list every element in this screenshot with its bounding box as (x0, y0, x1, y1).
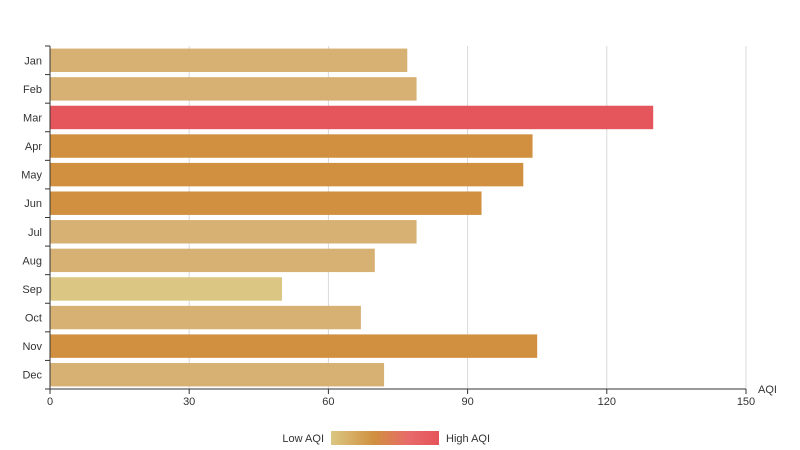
y-tick-label-apr: Apr (25, 141, 42, 153)
bar-jun[interactable] (50, 191, 482, 215)
bar-jul[interactable] (50, 220, 417, 244)
bar-oct[interactable] (50, 305, 361, 330)
x-tick-label-60: 60 (322, 396, 334, 408)
bar-nov[interactable] (50, 334, 538, 358)
bar-jan[interactable] (50, 48, 408, 73)
y-tick-label-jun: Jun (24, 198, 42, 210)
y-tick-label-aug: Aug (22, 255, 42, 267)
y-tick-label-may: May (21, 170, 42, 182)
bar-aug[interactable] (50, 248, 375, 273)
legend-gradient-bar[interactable] (331, 431, 439, 445)
bar-dec[interactable] (50, 362, 385, 387)
axes: Jan Feb Mar Apr May Jun Jul Aug Sep Oct Nov Dec 0 30 6… (21, 45, 755, 408)
x-tick-label-90: 90 (461, 396, 473, 408)
y-tick-label-oct: Oct (25, 313, 42, 325)
bar-mar[interactable] (50, 105, 654, 130)
legend-low-label: Low AQI (282, 433, 324, 445)
visual-map-legend[interactable]: Low AQI High AQI (282, 431, 490, 445)
bar-apr[interactable] (50, 134, 533, 158)
grid-lines (188, 46, 747, 389)
y-tick-label-jan: Jan (24, 55, 42, 67)
bars (50, 48, 654, 387)
bar-may[interactable] (50, 162, 524, 187)
x-tick-label-0: 0 (47, 396, 53, 408)
legend-high-label: High AQI (446, 433, 490, 445)
y-tick-label-jul: Jul (28, 227, 42, 239)
y-tick-label-sep: Sep (22, 284, 42, 296)
x-tick-label-120: 120 (598, 396, 616, 408)
y-tick-label-mar: Mar (23, 112, 42, 124)
y-tick-label-nov: Nov (22, 341, 42, 353)
bar-sep[interactable] (50, 277, 282, 301)
x-tick-label-30: 30 (183, 396, 195, 408)
x-tick-label-150: 150 (737, 396, 755, 408)
y-tick-label-feb: Feb (23, 84, 42, 96)
y-tick-label-dec: Dec (22, 370, 42, 382)
bar-feb[interactable] (50, 77, 417, 101)
x-axis-title: AQI (758, 384, 777, 396)
